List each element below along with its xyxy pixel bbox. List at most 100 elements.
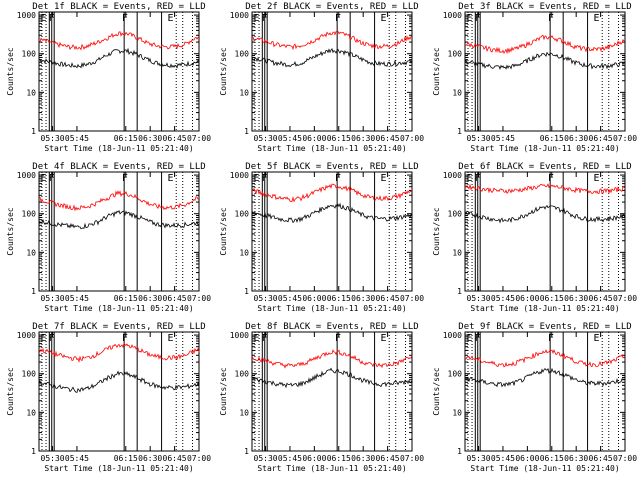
chart-title: Det 4f BLACK = Events, RED = LLD (32, 162, 205, 172)
marker-E: E (254, 173, 260, 184)
x-tick-label: 05:45 (65, 294, 89, 303)
marker-F: F (49, 173, 55, 184)
x-tick-label: 06:45 (376, 294, 400, 303)
y-tick-label: 1 (457, 287, 462, 296)
x-tick-label: 06:15 (114, 454, 138, 463)
y-tick-label: 10 (452, 88, 462, 97)
y-tick-label: 1000 (230, 331, 249, 340)
x-tick-label: 06:30 (351, 294, 375, 303)
x-tick-label: 07:00 (187, 294, 211, 303)
x-tick-label: 06:15 (327, 294, 351, 303)
x-tick-label: 06:30 (351, 134, 375, 143)
x-tick-label: 05:30 (467, 134, 491, 143)
y-tick-label: 100 (448, 210, 463, 219)
y-tick-label: 100 (448, 370, 463, 379)
x-tick-label: 07:00 (613, 454, 637, 463)
plot-frame (464, 11, 626, 132)
chart-title: Det 7f BLACK = Events, RED = LLD (32, 322, 205, 332)
x-tick-label: 05:30 (254, 134, 278, 143)
x-tick-label: 05:30 (254, 294, 278, 303)
x-tick-label: 06:45 (589, 294, 613, 303)
chart-title: Det 2f BLACK = Events, RED = LLD (245, 2, 418, 12)
marker-F: F (548, 13, 554, 24)
y-axis-label: Counts/sec (6, 207, 15, 255)
panel-3: Det 3f BLACK = Events, RED = LLD 1 10 100 10… (432, 2, 637, 153)
series-events (252, 367, 413, 389)
x-tick-label: 06:45 (589, 134, 613, 143)
x-tick-label: 06:00 (515, 294, 539, 303)
x-axis-label: Start Time (18-Jun-11 05:21:40) (470, 464, 619, 473)
plot-frame (464, 171, 626, 292)
marker-E: E (380, 333, 386, 344)
marker-F: F (335, 173, 341, 184)
series-events (251, 202, 413, 224)
x-axis-label: Start Time (18-Jun-11 05:21:40) (257, 304, 406, 313)
plot-frame (38, 11, 200, 132)
marker-E: E (467, 13, 473, 24)
x-tick-label: 06:00 (302, 134, 326, 143)
series-lld (464, 34, 626, 55)
x-tick-label: 06:30 (564, 454, 588, 463)
x-tick-label: 05:30 (467, 294, 491, 303)
x-axis-label: Start Time (18-Jun-11 05:21:40) (44, 464, 193, 473)
marker-E: E (254, 333, 260, 344)
series-events (464, 51, 626, 71)
y-tick-label: 100 (22, 210, 37, 219)
y-tick-label: 100 (235, 50, 250, 59)
x-tick-label: 05:45 (491, 454, 515, 463)
x-tick-label: 05:30 (467, 454, 491, 463)
x-tick-label: 05:45 (278, 454, 302, 463)
x-tick-label: 05:30 (41, 294, 65, 303)
x-tick-label: 07:00 (400, 134, 424, 143)
x-tick-label: 06:15 (540, 454, 564, 463)
y-axis-label: Counts/sec (219, 367, 228, 415)
y-tick-label: 1000 (443, 11, 462, 20)
marker-F: F (475, 173, 481, 184)
panel-6: Det 6f BLACK = Events, RED = LLD 1 10 100 10… (432, 162, 637, 313)
y-axis-label: Counts/sec (432, 47, 441, 95)
x-tick-label: 05:30 (254, 454, 278, 463)
chart-title: Det 8f BLACK = Events, RED = LLD (245, 322, 418, 332)
x-tick-label: 06:30 (138, 454, 162, 463)
y-tick-label: 100 (448, 50, 463, 59)
y-tick-label: 100 (22, 370, 37, 379)
y-tick-label: 1000 (230, 11, 249, 20)
marker-E: E (167, 13, 173, 24)
x-tick-label: 05:45 (278, 134, 302, 143)
marker-F: F (122, 13, 128, 24)
marker-E: E (41, 13, 47, 24)
chart-title: Det 3f BLACK = Events, RED = LLD (458, 2, 631, 12)
y-tick-label: 1 (244, 127, 249, 136)
x-axis-label: Start Time (18-Jun-11 05:21:40) (44, 144, 193, 153)
marker-F: F (49, 13, 55, 24)
y-tick-label: 1000 (230, 171, 249, 180)
y-axis-label: Counts/sec (219, 207, 228, 255)
y-tick-label: 1 (31, 447, 36, 456)
x-tick-label: 07:00 (187, 134, 211, 143)
series-events (38, 47, 200, 69)
y-tick-label: 1000 (17, 171, 36, 180)
x-tick-label: 05:45 (491, 294, 515, 303)
y-tick-label: 10 (452, 248, 462, 257)
y-axis-label: Counts/sec (6, 47, 15, 95)
y-tick-label: 100 (22, 50, 37, 59)
marker-F: F (548, 173, 554, 184)
y-axis-label: Counts/sec (6, 367, 15, 415)
marker-E: E (593, 333, 599, 344)
panel-5: Det 5f BLACK = Events, RED = LLD 1 10 100 10… (219, 162, 424, 313)
x-tick-label: 06:45 (376, 134, 400, 143)
marker-E: E (41, 333, 47, 344)
y-tick-label: 1 (457, 127, 462, 136)
x-tick-label: 06:15 (540, 134, 564, 143)
x-tick-label: 06:45 (163, 294, 187, 303)
x-tick-label: 06:00 (302, 454, 326, 463)
series-lld (464, 183, 626, 195)
x-axis-label: Start Time (18-Jun-11 05:21:40) (470, 304, 619, 313)
marker-E: E (380, 13, 386, 24)
panel-1: Det 1f BLACK = Events, RED = LLD 1 10 100 10… (6, 2, 211, 153)
marker-E: E (593, 13, 599, 24)
x-axis-label: Start Time (18-Jun-11 05:21:40) (257, 144, 406, 153)
x-axis-label: Start Time (18-Jun-11 05:21:40) (470, 144, 619, 153)
panel-2: Det 2f BLACK = Events, RED = LLD 1 10 100 10… (219, 2, 424, 153)
marker-E: E (467, 173, 473, 184)
